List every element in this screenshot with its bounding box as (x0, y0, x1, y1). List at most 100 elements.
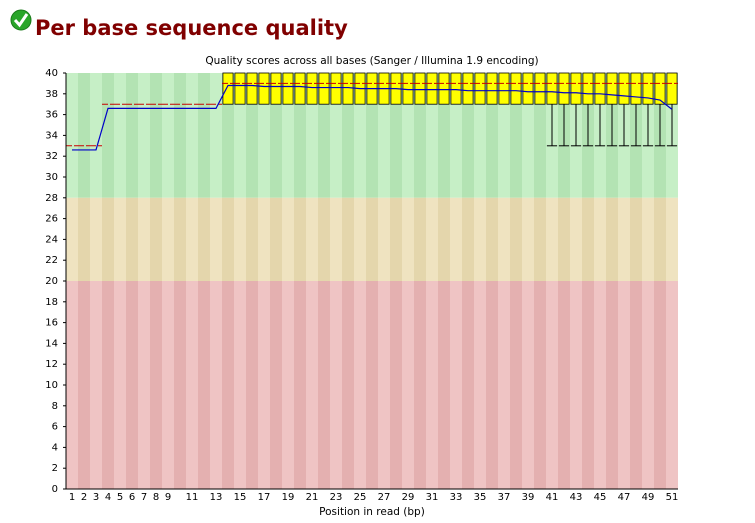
quality-zone (570, 197, 582, 281)
quality-zone (666, 281, 678, 489)
quality-zone (378, 281, 390, 489)
y-tick-label: 0 (52, 484, 58, 495)
quality-zone (354, 197, 366, 281)
quality-zone (426, 281, 438, 489)
quality-zone (522, 197, 534, 281)
quality-zone (654, 197, 666, 281)
x-tick-label: 25 (354, 492, 367, 503)
quality-zone (294, 281, 306, 489)
y-tick-label: 36 (45, 110, 58, 121)
box (270, 72, 282, 105)
box (522, 72, 534, 105)
x-tick-label: 9 (165, 492, 171, 503)
box (330, 72, 342, 105)
quality-zone (102, 281, 114, 489)
quality-zone (402, 281, 414, 489)
quality-zone (462, 281, 474, 489)
box (282, 72, 294, 105)
quality-zone (558, 281, 570, 489)
quality-zone (246, 281, 258, 489)
quality-zone (582, 281, 594, 489)
x-tick-label: 7 (141, 492, 147, 503)
quality-zone (90, 281, 102, 489)
x-tick-label: 21 (306, 492, 319, 503)
quality-zone (546, 197, 558, 281)
check-circle (10, 9, 32, 31)
quality-zone (126, 197, 138, 281)
quality-zone (414, 197, 426, 281)
x-tick-label: 2 (81, 492, 87, 503)
quality-zone (438, 281, 450, 489)
y-tick-label: 40 (45, 68, 58, 79)
quality-zone (654, 281, 666, 489)
box (306, 72, 318, 105)
quality-zone (198, 73, 210, 198)
quality-zone (114, 73, 126, 198)
y-tick-label: 6 (52, 422, 58, 433)
x-tick-label: 37 (498, 492, 511, 503)
x-tick-label: 29 (402, 492, 415, 503)
quality-zone (486, 281, 498, 489)
quality-zone (90, 73, 102, 198)
x-tick-label: 8 (153, 492, 159, 503)
y-tick-label: 20 (45, 276, 58, 287)
quality-zone (414, 281, 426, 489)
box (318, 72, 330, 105)
quality-zone (150, 73, 162, 198)
quality-zone (510, 197, 522, 281)
box (426, 72, 438, 105)
quality-zone (114, 281, 126, 489)
x-tick-label: 11 (186, 492, 199, 503)
quality-zone (222, 281, 234, 489)
quality-zone (558, 197, 570, 281)
x-tick-label: 35 (474, 492, 487, 503)
y-tick-label: 32 (45, 151, 58, 162)
box (438, 72, 450, 105)
x-tick-label: 43 (570, 492, 583, 503)
quality-zone (390, 197, 402, 281)
x-tick-label: 15 (234, 492, 247, 503)
quality-zone (162, 197, 174, 281)
quality-zone (210, 73, 222, 198)
x-tick-label: 3 (93, 492, 99, 503)
y-tick-label: 12 (45, 359, 58, 370)
quality-zone (342, 197, 354, 281)
box (462, 72, 474, 105)
y-tick-label: 30 (45, 172, 58, 183)
box (510, 72, 522, 105)
quality-zone (138, 73, 150, 198)
quality-zone (210, 197, 222, 281)
quality-zone (366, 281, 378, 489)
quality-zone (114, 197, 126, 281)
quality-zone (594, 281, 606, 489)
quality-zone (642, 197, 654, 281)
y-tick-label: 8 (52, 401, 58, 412)
quality-zone (270, 281, 282, 489)
x-tick-label: 33 (450, 492, 463, 503)
quality-zone (234, 197, 246, 281)
quality-zone (210, 281, 222, 489)
quality-zone (78, 73, 90, 198)
quality-zone (126, 281, 138, 489)
quality-zone (78, 281, 90, 489)
box (498, 72, 510, 105)
quality-zone (90, 197, 102, 281)
chart-title: Quality scores across all bases (Sanger … (205, 55, 538, 67)
box (546, 72, 558, 105)
quality-zone (330, 281, 342, 489)
x-tick-label: 45 (594, 492, 607, 503)
quality-zone (198, 197, 210, 281)
quality-zone (666, 197, 678, 281)
quality-zone (486, 197, 498, 281)
y-tick-label: 14 (45, 338, 58, 349)
mean-line (72, 84, 673, 151)
quality-zone (462, 197, 474, 281)
box (570, 72, 582, 105)
check-mark (13, 13, 29, 28)
box (534, 72, 546, 105)
x-tick-label: 31 (426, 492, 439, 503)
quality-zone (186, 281, 198, 489)
box (582, 72, 594, 105)
quality-zone (342, 281, 354, 489)
